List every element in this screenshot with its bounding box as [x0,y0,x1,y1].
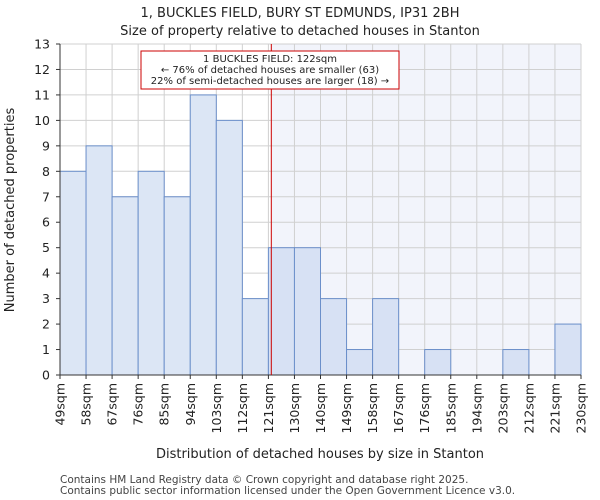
bar [346,349,374,376]
chart-title: 1, BUCKLES FIELD, BURY ST EDMUNDS, IP31 … [140,6,459,21]
footer-line-2: Contains public sector information licen… [60,485,516,497]
y-tick-label: 9 [42,138,50,153]
y-tick-label: 11 [34,87,50,102]
x-tick-label: 230sqm [574,383,589,433]
annotation-line-1: 1 BUCKLES FIELD: 122sqm [203,54,337,65]
x-tick-label: 103sqm [209,383,224,433]
x-tick-label: 130sqm [287,383,302,433]
bar [59,170,87,376]
bar [189,94,217,376]
bar [137,170,165,376]
bar [267,247,295,376]
bar [554,323,582,376]
x-tick-label: 221sqm [547,383,562,433]
bar [320,298,348,376]
bar [372,298,400,376]
x-tick-label: 112sqm [235,383,250,433]
x-tick-label: 212sqm [521,383,536,433]
x-tick-label: 121sqm [261,383,276,433]
y-axis-label: Number of detached properties [3,108,18,313]
x-tick-label: 76sqm [131,383,146,426]
x-tick-label: 185sqm [443,383,458,433]
chart-subtitle: Size of property relative to detached ho… [120,24,480,39]
y-tick-label: 10 [34,113,50,128]
x-tick-label: 158sqm [365,383,380,433]
x-tick-label: 67sqm [105,383,120,426]
y-tick-label: 4 [42,266,50,281]
x-tick-label: 167sqm [391,383,406,433]
bar [111,196,139,376]
footer-line-1: Contains HM Land Registry data © Crown c… [60,474,469,486]
y-tick-label: 1 [42,342,50,357]
y-tick-label: 8 [42,164,50,179]
bar [502,349,530,376]
annotation-line-3: 22% of semi-detached houses are larger (… [151,76,389,87]
x-tick-label: 94sqm [183,383,198,426]
y-tick-label: 7 [42,189,50,204]
x-tick-label: 194sqm [469,383,484,433]
bar [424,349,452,376]
y-tick-label: 2 [42,317,50,332]
y-tick-label: 13 [34,37,50,52]
x-tick-label: 58sqm [79,383,94,426]
annotation-box: 1 BUCKLES FIELD: 122sqm ← 76% of detache… [140,50,400,90]
bar [163,196,191,376]
x-tick-label: 203sqm [495,383,510,433]
bar [241,298,269,376]
x-tick-label: 149sqm [339,383,354,433]
y-tick-label: 3 [42,291,50,306]
x-tick-label: 49sqm [53,383,68,426]
y-tick-label: 5 [42,240,50,255]
x-tick-label: 140sqm [313,383,328,433]
bar [215,119,243,376]
bar [293,247,322,376]
y-tick-label: 0 [42,368,50,383]
x-tick-label: 85sqm [157,383,172,426]
annotation-frame [140,50,400,90]
y-tick-label: 6 [42,215,50,230]
y-tick-label: 12 [34,62,50,77]
bar [85,145,113,376]
x-tick-label: 176sqm [417,383,432,433]
x-axis-label: Distribution of detached houses by size … [156,447,484,462]
annotation-line-2: ← 76% of detached houses are smaller (63… [161,65,379,76]
